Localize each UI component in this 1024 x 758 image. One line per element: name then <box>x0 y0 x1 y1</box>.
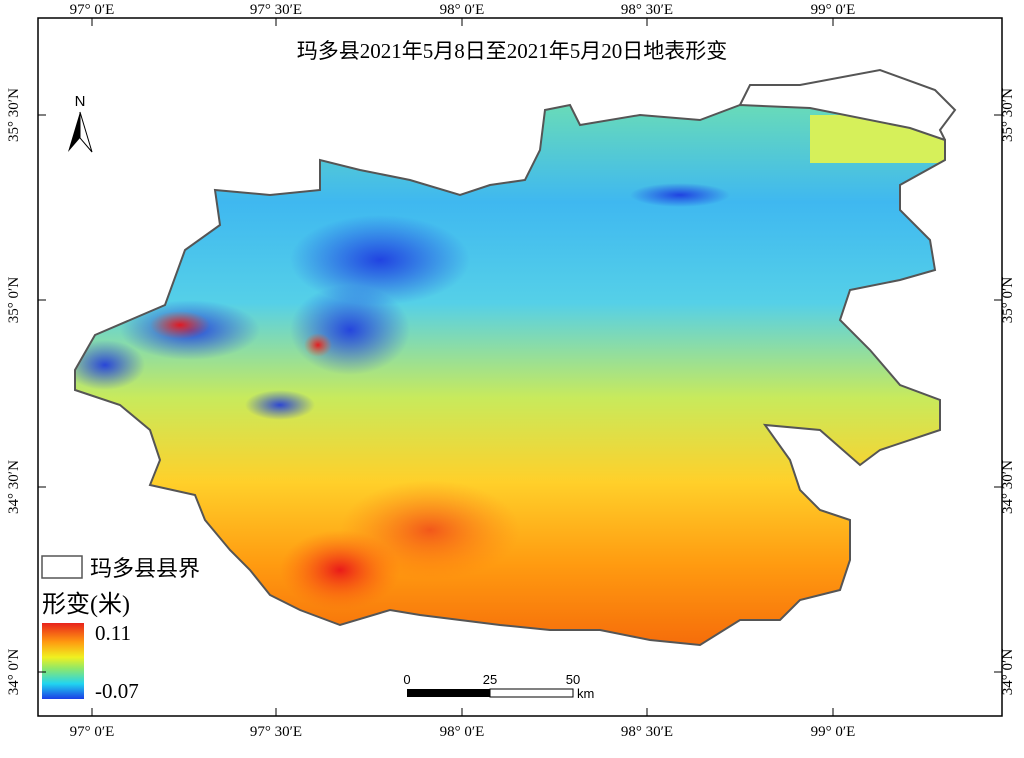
longitude-label-bottom: 97° 0′E <box>70 724 115 740</box>
legend-title: 形变(米) <box>42 591 130 618</box>
scalebar-tick-label: 50 <box>566 672 580 687</box>
longitude-label-top: 97° 0′E <box>70 2 115 18</box>
latitude-label-left: 35° 30′N <box>6 88 22 142</box>
latitude-label-left: 34° 30′N <box>6 460 22 514</box>
latitude-label-right: 35° 30′N <box>1000 88 1016 142</box>
longitude-label-bottom: 99° 0′E <box>811 724 856 740</box>
longitude-label-top: 98° 30′E <box>621 2 673 18</box>
north-arrow: N <box>68 93 93 153</box>
latitude-label-right: 34° 30′N <box>1000 460 1016 514</box>
longitude-label-bottom: 98° 30′E <box>621 724 673 740</box>
longitude-label-bottom: 97° 30′E <box>250 724 302 740</box>
color-ramp <box>42 623 84 699</box>
latitude-label-right: 34° 0′N <box>1000 649 1016 696</box>
longitude-label-top: 99° 0′E <box>811 2 856 18</box>
north-label: N <box>75 93 86 110</box>
scalebar-black <box>407 689 490 697</box>
longitude-label-top: 97° 30′E <box>250 2 302 18</box>
longitude-label-top: 98° 0′E <box>440 2 485 18</box>
scalebar-white <box>489 688 574 698</box>
boundary-outline <box>739 68 957 141</box>
latitude-label-left: 35° 0′N <box>6 277 22 324</box>
legend-boundary-swatch <box>41 555 83 579</box>
legend-boundary-label: 玛多县县界 <box>90 556 200 581</box>
legend-max: 0.11 <box>95 621 131 645</box>
scalebar-tick-label: 0 <box>403 672 410 687</box>
legend-min: -0.07 <box>95 679 139 703</box>
map-title: 玛多县2021年5月8日至2021年5月20日地表形变 <box>297 39 728 63</box>
scalebar-unit: km <box>577 686 594 701</box>
longitude-label-bottom: 98° 0′E <box>440 724 485 740</box>
latitude-label-left: 34° 0′N <box>6 649 22 696</box>
latitude-label-right: 35° 0′N <box>1000 277 1016 324</box>
scalebar-tick-label: 25 <box>483 672 497 687</box>
